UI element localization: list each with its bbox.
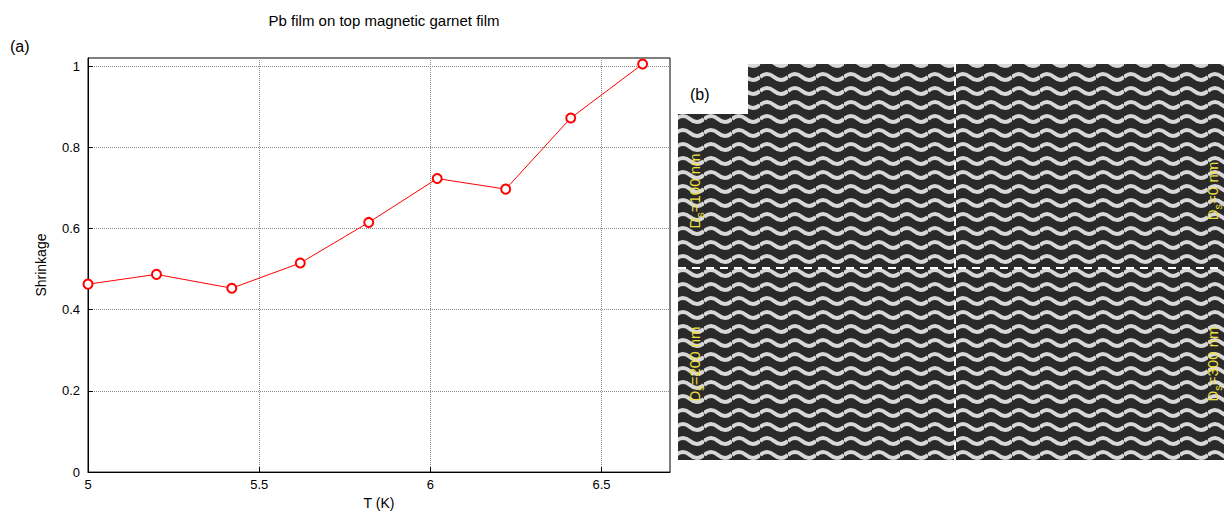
svg-text:6.5: 6.5 [592, 477, 610, 492]
svg-text:(a): (a) [10, 38, 30, 55]
svg-text:Ds=200 nm: Ds=200 nm [686, 326, 706, 401]
svg-text:1: 1 [73, 59, 80, 74]
svg-text:0.4: 0.4 [62, 302, 80, 317]
svg-text:Ds=0 nm: Ds=0 nm [1204, 162, 1224, 220]
svg-text:0.6: 0.6 [62, 221, 80, 236]
svg-text:0: 0 [73, 465, 80, 480]
svg-text:T (K): T (K) [364, 495, 395, 511]
svg-text:Pb film on top magnetic garnet: Pb film on top magnetic garnet film [269, 12, 500, 29]
svg-text:0.8: 0.8 [62, 140, 80, 155]
svg-text:Shrinkage: Shrinkage [33, 233, 49, 296]
svg-text:5: 5 [84, 477, 91, 492]
svg-text:5.5: 5.5 [250, 477, 268, 492]
svg-text:Ds=300 nm: Ds=300 nm [1204, 326, 1224, 401]
svg-text:(b): (b) [690, 86, 710, 103]
svg-text:Ds=100 nm: Ds=100 nm [686, 153, 706, 228]
svg-text:6: 6 [427, 477, 434, 492]
svg-text:0.2: 0.2 [62, 383, 80, 398]
